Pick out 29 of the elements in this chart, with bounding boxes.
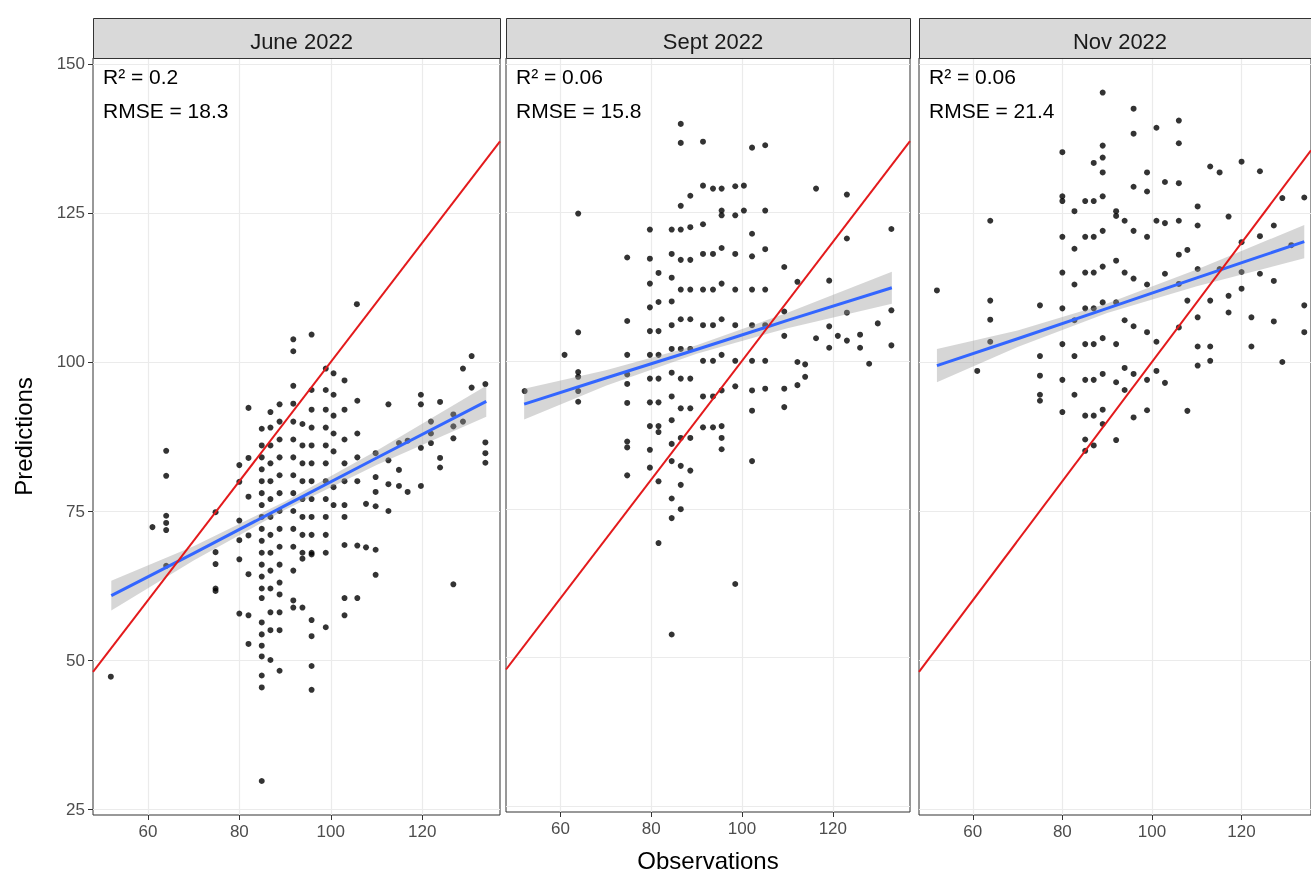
x-tick-label: 120 xyxy=(818,819,848,838)
chart-title: Sept 2022 xyxy=(662,28,764,54)
x-tick-label: 60 xyxy=(963,822,983,841)
chart-title: Nov 2022 xyxy=(1072,28,1168,54)
y-tick-label: 75 xyxy=(66,501,85,521)
x-tick-label: 80 xyxy=(229,822,249,841)
y-tick-label: 150 xyxy=(56,54,85,74)
x-tick-label: 100 xyxy=(1137,822,1167,841)
x-axis-title: Observations xyxy=(637,846,779,874)
annotation: RMSE = 15.8 xyxy=(516,99,642,122)
annotation: RMSE = 21.4 xyxy=(929,99,1055,122)
annotation: R² = 0.06 xyxy=(929,65,1016,88)
y-axis-title: Predictions xyxy=(9,377,37,496)
annotation: RMSE = 18.3 xyxy=(103,99,229,122)
annotation: R² = 0.2 xyxy=(103,65,179,88)
y-tick-label: 100 xyxy=(56,352,85,372)
y-tick-label: 125 xyxy=(56,203,85,223)
x-tick-label: 60 xyxy=(551,819,570,838)
y-tick-label: 25 xyxy=(66,799,85,819)
annotation: R² = 0.06 xyxy=(516,65,603,88)
chart-title: June 2022 xyxy=(250,28,353,54)
x-tick-label: 60 xyxy=(138,822,158,841)
x-tick-label: 100 xyxy=(316,822,345,841)
x-tick-label: 80 xyxy=(1052,822,1072,841)
y-tick-label: 50 xyxy=(66,650,85,670)
x-tick-label: 80 xyxy=(641,819,661,838)
x-tick-label: 120 xyxy=(408,822,437,841)
x-tick-label: 100 xyxy=(727,819,757,838)
x-tick-label: 120 xyxy=(1227,822,1256,841)
